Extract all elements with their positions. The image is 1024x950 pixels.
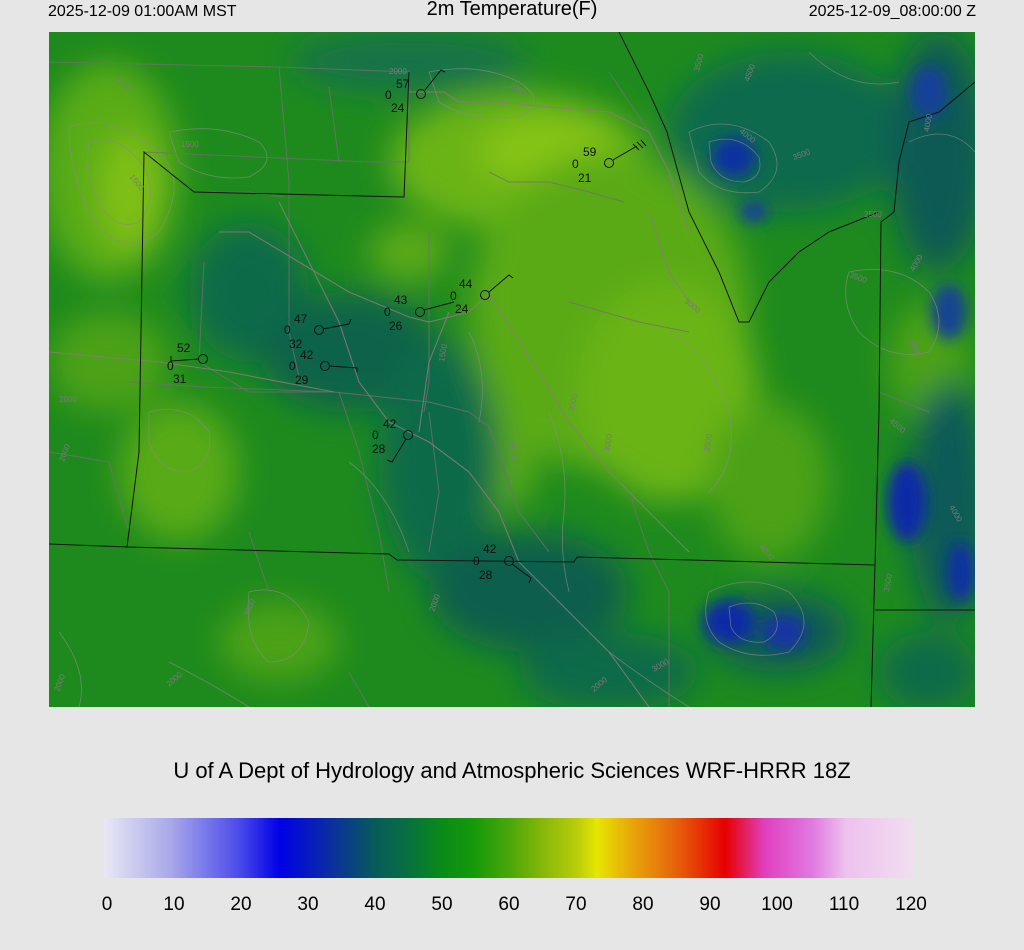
contour-label: 2000: [567, 393, 579, 413]
station-plot[interactable]: 57 0 24: [385, 69, 446, 115]
colorbar-tick-label: 100: [761, 894, 793, 915]
model-credit: U of A Dept of Hydrology and Atmospheric…: [173, 758, 851, 783]
colorbar-tick-label: 0: [101, 894, 113, 915]
colorbar-tick-label: 30: [297, 894, 319, 915]
station-temperature: 42: [300, 348, 314, 362]
station-left-value: 0: [289, 359, 296, 373]
contour-label: 2000: [507, 441, 519, 461]
valid-local-time: 2025-12-09 01:00AM MST: [48, 3, 237, 20]
contour-label: 2000: [59, 395, 77, 404]
station-dewpoint: 31: [173, 372, 187, 386]
county-boundaries: [49, 61, 930, 707]
contour-label: 2000: [389, 67, 407, 76]
state-boundaries: [49, 32, 975, 707]
station-plot[interactable]: 42 0 28: [473, 542, 532, 584]
station-left-value: 0: [167, 359, 174, 373]
station-plot[interactable]: 47 0 32: [284, 312, 352, 351]
station-dewpoint: 24: [455, 302, 469, 316]
station-dewpoint: 28: [479, 568, 493, 582]
station-left-value: 0: [385, 88, 392, 102]
colorbar-tick-label: 20: [230, 894, 252, 915]
colorbar-tick-label: 70: [565, 894, 587, 915]
colorbar-tick-label: 60: [498, 894, 520, 915]
station-dewpoint: 21: [578, 171, 592, 185]
station-temperature: 47: [294, 312, 308, 326]
contour-label: 3000: [602, 433, 614, 453]
station-left-value: 0: [450, 289, 457, 303]
station-plot-layer: 57 0 24 59 0 21 44 0 24: [167, 69, 647, 584]
temperature-field: [49, 32, 975, 707]
station-left-value: 0: [572, 157, 579, 171]
map-canvas: 1000 1500 1500 2000 2000 1500 2000 2000 …: [49, 32, 975, 707]
station-temperature: 52: [177, 341, 191, 355]
temperature-colorbar: [104, 818, 914, 878]
station-dewpoint: 24: [391, 101, 405, 115]
station-plot[interactable]: 42 0 28: [372, 417, 413, 463]
station-left-value: 0: [284, 323, 291, 337]
station-temperature: 43: [394, 293, 408, 307]
colorbar-tick-label: 120: [895, 894, 927, 915]
station-left-value: 0: [473, 554, 480, 568]
contour-label: 4000: [922, 113, 934, 133]
station-dewpoint: 29: [295, 373, 309, 387]
station-plot[interactable]: 44 0 24: [450, 274, 514, 316]
contour-label: 1500: [437, 343, 449, 363]
contour-label: 1500: [181, 140, 199, 149]
station-temperature: 42: [383, 417, 397, 431]
valid-utc-time: 2025-12-09_08:00:00 Z: [808, 3, 976, 20]
station-dewpoint: 26: [389, 319, 403, 333]
station-left-value: 0: [372, 428, 379, 442]
station-temperature: 59: [583, 145, 597, 159]
colorbar-tick-labels: 0 10 20 30 40 50 60 70 80 90 100 110 120: [101, 894, 927, 918]
station-plot[interactable]: 42 0 29: [289, 348, 358, 387]
road-lines: [49, 91, 690, 707]
contour-label: 3500: [882, 573, 894, 593]
station-dewpoint: 32: [289, 337, 303, 351]
station-left-value: 0: [384, 305, 391, 319]
station-plot[interactable]: 59 0 21: [572, 139, 647, 185]
colorbar-tick-label: 10: [163, 894, 185, 915]
station-temperature: 57: [396, 77, 410, 91]
station-temperature: 42: [483, 542, 497, 556]
map-title: 2m Temperature(F): [426, 0, 598, 20]
cold-spots: [703, 66, 975, 650]
colorbar-tick-label: 80: [632, 894, 654, 915]
contour-label: 3500: [702, 433, 714, 453]
terrain-contours: [58, 51, 975, 707]
station-plot[interactable]: 52 0 31: [167, 341, 208, 386]
contour-label: 2500: [864, 210, 882, 219]
colorbar-tick-label: 40: [364, 894, 386, 915]
station-plot[interactable]: 43 0 26: [384, 293, 455, 333]
station-dewpoint: 28: [372, 442, 386, 456]
temperature-map: 1000 1500 1500 2000 2000 1500 2000 2000 …: [49, 32, 975, 707]
station-temperature: 44: [459, 277, 473, 291]
colorbar-tick-label: 110: [828, 894, 860, 915]
colorbar-tick-label: 90: [699, 894, 721, 915]
colorbar-tick-label: 50: [431, 894, 453, 915]
